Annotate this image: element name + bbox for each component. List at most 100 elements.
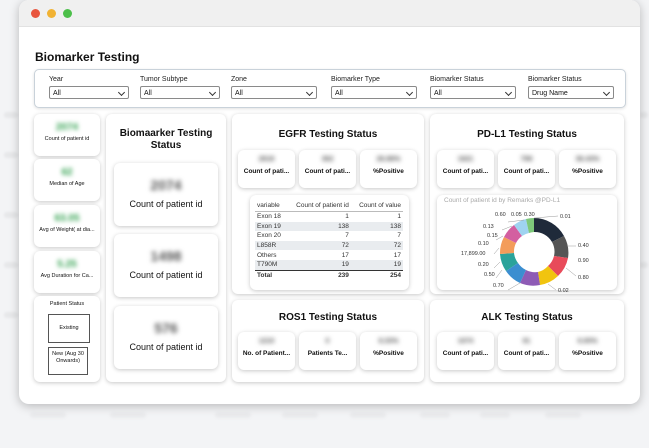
minimize-window-button[interactable]	[47, 9, 56, 18]
filter-label: Biomarker Status	[528, 76, 582, 83]
donut-slice	[500, 253, 518, 271]
kpi-value: 62	[61, 167, 73, 178]
zone-select[interactable]: All	[231, 86, 317, 99]
donut-slice	[504, 225, 522, 243]
kpi-caption: Avg of Weight( at dia...	[39, 227, 95, 233]
kpi-value: 26.88%	[376, 156, 401, 163]
table-cell: 72	[350, 240, 403, 251]
card-value: 1498	[150, 248, 182, 264]
filter-label: Tumor Subtype	[140, 76, 188, 83]
select-value: Drug Name	[532, 90, 568, 97]
filter-label: Biomarker Status	[430, 76, 484, 83]
filter-label: Biomarker Type	[331, 76, 380, 83]
kpi-caption: Avg Duration for Ca...	[40, 273, 94, 279]
card-value: 576	[154, 320, 178, 336]
kpi-caption: No. of Patient...	[242, 350, 291, 357]
kpi-value: 2074	[55, 122, 79, 133]
table-cell: 7	[345, 232, 349, 240]
donut-label: 0.90	[578, 258, 589, 264]
donut-title: Count of patient id by Remarks @PD-L1	[444, 197, 561, 204]
biomarker-card: 576 Count of patient id	[114, 306, 218, 369]
column-header[interactable]: Count of patient id	[286, 200, 351, 212]
select-value: All	[335, 90, 343, 97]
table-cell: 138	[286, 221, 351, 232]
biomarker-type-select[interactable]: All	[331, 86, 417, 99]
filter-bar: Year All Tumor Subtype All Zone All Biom…	[34, 69, 626, 108]
table-cell: Total	[255, 269, 287, 281]
column-header[interactable]: variable	[255, 200, 287, 212]
kpi-caption: Median of Age	[49, 181, 85, 187]
filter-tumor-subtype: Tumor Subtype All	[140, 76, 220, 99]
kpi-value: 1210	[258, 338, 275, 345]
kpi-caption: %Positive	[373, 168, 404, 175]
egfr-kpi: 2618 Count of pati...	[238, 150, 295, 188]
alk-kpi: 6.00% %Positive	[559, 332, 616, 370]
kpi-caption: Count of pati...	[442, 168, 489, 175]
kpi-caption: Count of pati...	[442, 350, 489, 357]
filter-biomarker-status: Biomarker Status All	[430, 76, 516, 99]
donut-label: 0.40	[578, 243, 589, 249]
pdl1-kpi: 36.43% %Positive	[559, 150, 616, 188]
donut-label: 0.02	[558, 288, 569, 294]
table-cell: 239	[286, 269, 351, 281]
table-row: Exon 20 7 7	[255, 231, 403, 241]
table-cell: Exon 18	[257, 213, 281, 221]
pdl1-title: PD-L1 Testing Status	[477, 129, 577, 140]
donut-label: 0.70	[493, 283, 504, 289]
donut-slice	[506, 263, 526, 283]
tumor-subtype-select[interactable]: All	[140, 86, 220, 99]
kpi-value: 63.05	[54, 213, 80, 224]
drug-name-select[interactable]: Drug Name	[528, 86, 614, 99]
kpi-caption: %Positive	[373, 350, 404, 357]
ros1-kpi: 1210 No. of Patient...	[238, 332, 295, 370]
donut-slice	[520, 270, 540, 286]
biomarker-status-select[interactable]: All	[430, 86, 516, 99]
maximize-window-button[interactable]	[63, 9, 72, 18]
kpi-card: 63.05 Avg of Weight( at dia...	[34, 205, 100, 247]
kpi-value: 2618	[258, 156, 275, 163]
filter-zone: Zone All	[231, 76, 317, 99]
close-window-button[interactable]	[31, 9, 40, 18]
kpi-caption: Count of patient id	[44, 136, 90, 142]
table-cell: 19	[286, 259, 351, 271]
pdl1-kpi: 1621 Count of pati...	[437, 150, 494, 188]
donut-slice	[552, 236, 569, 258]
year-select[interactable]: All	[49, 86, 129, 99]
kpi-card: 62 Median of Age	[34, 159, 100, 201]
card-caption: Count of patient id	[129, 270, 203, 280]
select-value: All	[235, 90, 243, 97]
kpi-caption: Count of pati...	[503, 168, 550, 175]
pdl1-kpi: 798 Count of pati...	[498, 150, 555, 188]
biomarker-title: Biomaarker Testing Status	[119, 128, 213, 151]
card-caption: Count of patient id	[129, 342, 203, 352]
donut-label: 0.05	[511, 212, 522, 218]
table-cell: 1	[345, 213, 349, 221]
biomarker-card: 1498 Count of patient id	[114, 234, 218, 297]
kpi-card: 5.25 Avg Duration for Ca...	[34, 251, 100, 293]
table-cell: 72	[286, 240, 351, 251]
filter-label: Year	[49, 76, 64, 83]
table-row: Others 17 17	[255, 250, 403, 260]
table-cell: 19	[350, 259, 403, 271]
egfr-kpi: 362 Count of pati...	[299, 150, 356, 188]
donut-slice	[526, 218, 534, 233]
filter-label: Zone	[231, 76, 247, 83]
slicer-title: Patient Status	[49, 301, 85, 307]
table-row: L858R 72 72	[255, 240, 403, 251]
new-option[interactable]: New (Aug 30 Onwards)	[48, 347, 88, 375]
kpi-value: 1074	[457, 338, 474, 345]
kpi-caption: Count of pati...	[243, 168, 290, 175]
table-cell: Exon 20	[257, 232, 281, 240]
existing-option[interactable]: Existing	[48, 314, 90, 343]
ros1-kpi: 0 Patients Te...	[299, 332, 356, 370]
kpi-caption: Count of pati...	[503, 350, 550, 357]
table-row: Exon 18 1 1	[255, 212, 403, 222]
table-cell: 138	[350, 221, 403, 232]
donut-label: 0.30	[524, 212, 535, 218]
column-header[interactable]: Count of value	[350, 200, 403, 212]
egfr-title: EGFR Testing Status	[278, 129, 378, 140]
kpi-value: 1621	[457, 156, 474, 163]
select-value: All	[144, 90, 152, 97]
kpi-caption: %Positive	[572, 350, 603, 357]
table-cell: 254	[350, 269, 403, 281]
